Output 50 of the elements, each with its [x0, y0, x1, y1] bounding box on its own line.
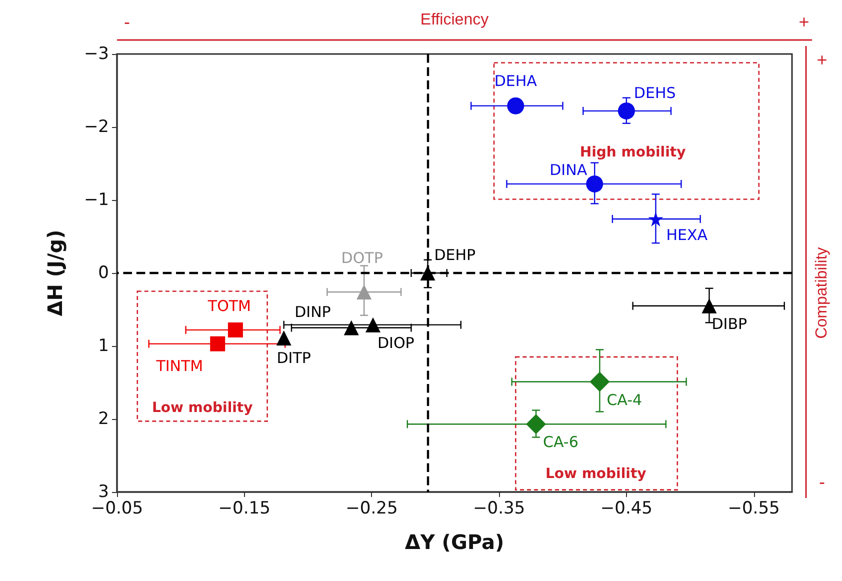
text: + [816, 50, 828, 70]
series-label: DIBP [712, 314, 748, 333]
point [228, 322, 243, 338]
series-label: DIOP [377, 334, 414, 352]
point [590, 372, 610, 392]
text: - [124, 12, 130, 32]
series-label: TOTM [206, 296, 251, 315]
series-label: DINA [550, 160, 588, 179]
x-tick-label: −0.45 [600, 498, 652, 518]
point [618, 102, 635, 120]
series-label: CA-6 [543, 433, 578, 452]
x-tick-label: −0.15 [218, 498, 270, 518]
series-label: HEXA [666, 226, 708, 244]
point [365, 317, 380, 332]
y-tick-label: 1 [98, 336, 109, 356]
point [702, 298, 717, 314]
point [526, 414, 546, 434]
series-label: DEHP [434, 246, 476, 264]
text: Efficiency [420, 12, 489, 28]
point [276, 330, 292, 346]
point [356, 284, 372, 300]
x-axis-title: ΔY (GPa) [404, 530, 504, 554]
y-tick-label: 2 [98, 409, 109, 429]
series-label: CA-4 [606, 390, 642, 409]
y-axis-title: ΔH (J/g) [43, 230, 67, 316]
annotation: Low mobility [545, 466, 646, 482]
text: + [798, 12, 810, 32]
series-label: TINTM [155, 356, 204, 375]
series-label: DINP [294, 302, 331, 321]
y-tick-label: −3 [84, 44, 109, 64]
y-tick-label: −2 [84, 117, 109, 137]
series-label: DEHS [634, 84, 676, 102]
text: - [819, 472, 825, 492]
series-label: DEHA [494, 72, 538, 90]
series-label: DOTP [341, 248, 383, 267]
text: Compatibility [814, 247, 830, 339]
y-tick-label: 0 [98, 263, 109, 283]
x-tick-label: −0.25 [346, 498, 398, 518]
annotation: High mobility [580, 144, 686, 161]
point [586, 175, 604, 192]
x-tick-label: −0.55 [728, 498, 780, 518]
y-tick-label: −1 [84, 190, 109, 210]
point [507, 97, 524, 114]
x-tick-label: −0.35 [473, 498, 526, 518]
annotation: Low mobility [152, 400, 253, 416]
series-label: DITP [276, 348, 311, 367]
point [420, 266, 436, 280]
point [648, 211, 664, 226]
point [344, 320, 359, 336]
point [210, 336, 226, 352]
